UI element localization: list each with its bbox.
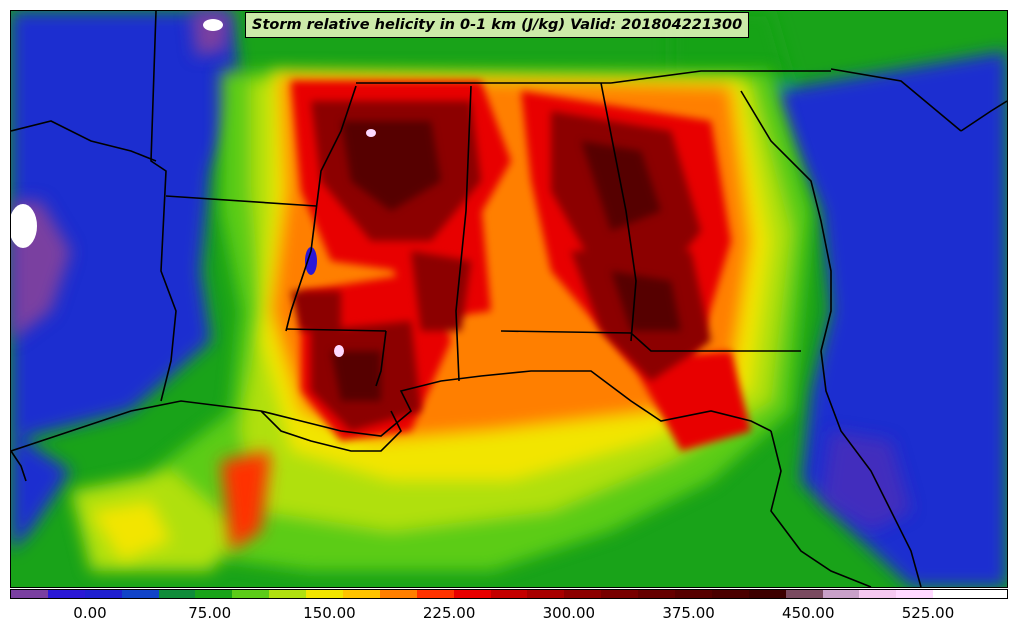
al-ga-border xyxy=(600,82,637,342)
colorbar-tick-label: 0.00 xyxy=(73,604,107,622)
helicity-field xyxy=(11,11,1007,587)
colorbar-swatch xyxy=(748,590,786,598)
texas-louisiana-border xyxy=(150,11,177,402)
colorbar-swatch xyxy=(416,590,454,598)
louisiana-coast xyxy=(260,410,402,452)
ga-sc-border xyxy=(610,70,831,84)
colorbar-swatch xyxy=(158,590,196,598)
colorbar-swatch xyxy=(269,590,307,598)
colorbar-tick-label: 300.00 xyxy=(542,604,596,622)
colorbar-tick-label: 75.00 xyxy=(188,604,232,622)
colorbar-swatch xyxy=(933,590,971,598)
colorbar-swatch xyxy=(711,590,749,598)
arkansas-south-border xyxy=(165,195,317,207)
colorbar-tick-label: 525.00 xyxy=(901,604,955,622)
colorbar-swatch xyxy=(379,590,417,598)
core-west xyxy=(291,291,341,331)
helicity-map xyxy=(10,10,1008,588)
colorbar-swatch xyxy=(121,590,159,598)
florida-north-border xyxy=(500,330,801,352)
louisiana-north-border xyxy=(285,328,387,332)
colorbar-swatch xyxy=(601,590,639,598)
colorbar-swatch xyxy=(84,590,122,598)
colorbar-swatch xyxy=(490,590,528,598)
colorbar-swatch xyxy=(11,590,48,598)
colorbar-swatch xyxy=(453,590,491,598)
colorbar-swatch xyxy=(970,590,1008,598)
colorbar-tick-label: 150.00 xyxy=(303,604,356,622)
colorbar-swatch xyxy=(306,590,344,598)
mississippi-river xyxy=(285,85,357,332)
florida-east-coast xyxy=(820,350,922,587)
colorbar-tick-label: 375.00 xyxy=(662,604,715,622)
atlantic-coast xyxy=(960,100,1007,132)
louisiana-river xyxy=(375,330,387,387)
colorbar-tick-label: 450.00 xyxy=(782,604,835,622)
colorbar-swatch xyxy=(675,590,712,598)
colorbar-swatch xyxy=(822,590,860,598)
colorbar-tick-label: 225.00 xyxy=(422,604,476,622)
kentucky-border xyxy=(11,120,157,162)
georgia-coast xyxy=(740,90,832,352)
ms-al-border xyxy=(455,85,472,382)
nc-sc-border xyxy=(830,68,962,132)
red-southeast xyxy=(631,351,751,451)
colorbar xyxy=(10,589,1008,599)
colorbar-swatch xyxy=(343,590,380,598)
core-central xyxy=(411,251,471,331)
colorbar-swatch xyxy=(47,590,85,598)
colorbar-swatch xyxy=(785,590,823,598)
colorbar-swatch xyxy=(859,590,897,598)
colorbar-swatch xyxy=(195,590,233,598)
map-title: Storm relative helicity in 0-1 km (J/kg)… xyxy=(245,12,750,38)
gulf-blue-region xyxy=(11,431,71,551)
gulf-coast xyxy=(11,370,772,452)
west-blue-region xyxy=(11,11,241,441)
colorbar-swatch xyxy=(527,590,565,598)
texas-coast xyxy=(11,450,27,482)
florida-west-coast xyxy=(770,430,872,587)
colorbar-swatch xyxy=(564,590,602,598)
colorbar-swatch xyxy=(896,590,934,598)
colorbar-swatch xyxy=(232,590,270,598)
colorbar-swatch xyxy=(638,590,676,598)
